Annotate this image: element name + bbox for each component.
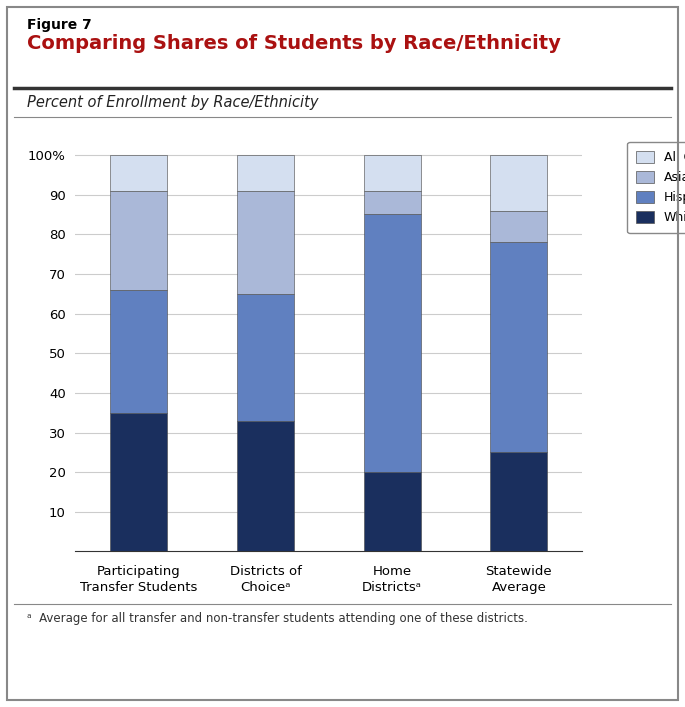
Text: Figure 7: Figure 7 bbox=[27, 18, 92, 32]
Bar bbox=[364, 191, 421, 214]
Bar bbox=[237, 294, 294, 421]
Bar bbox=[110, 413, 167, 551]
Bar bbox=[110, 191, 167, 290]
Bar bbox=[237, 421, 294, 551]
Bar bbox=[364, 214, 421, 472]
Bar bbox=[237, 191, 294, 294]
Bar bbox=[110, 290, 167, 413]
Text: Percent of Enrollment by Race/Ethnicity: Percent of Enrollment by Race/Ethnicity bbox=[27, 95, 319, 110]
Bar bbox=[110, 155, 167, 191]
Text: ᵃ  Average for all transfer and non-transfer students attending one of these dis: ᵃ Average for all transfer and non-trans… bbox=[27, 612, 528, 624]
Bar bbox=[490, 452, 547, 551]
Bar bbox=[490, 243, 547, 452]
Legend: All Other, Asian, Hispanic/Latino, White: All Other, Asian, Hispanic/Latino, White bbox=[627, 142, 685, 233]
Bar bbox=[490, 155, 547, 211]
Bar bbox=[490, 211, 547, 243]
Bar bbox=[364, 155, 421, 191]
Bar bbox=[237, 155, 294, 191]
Text: Comparing Shares of Students by Race/Ethnicity: Comparing Shares of Students by Race/Eth… bbox=[27, 34, 561, 53]
Bar bbox=[364, 472, 421, 551]
